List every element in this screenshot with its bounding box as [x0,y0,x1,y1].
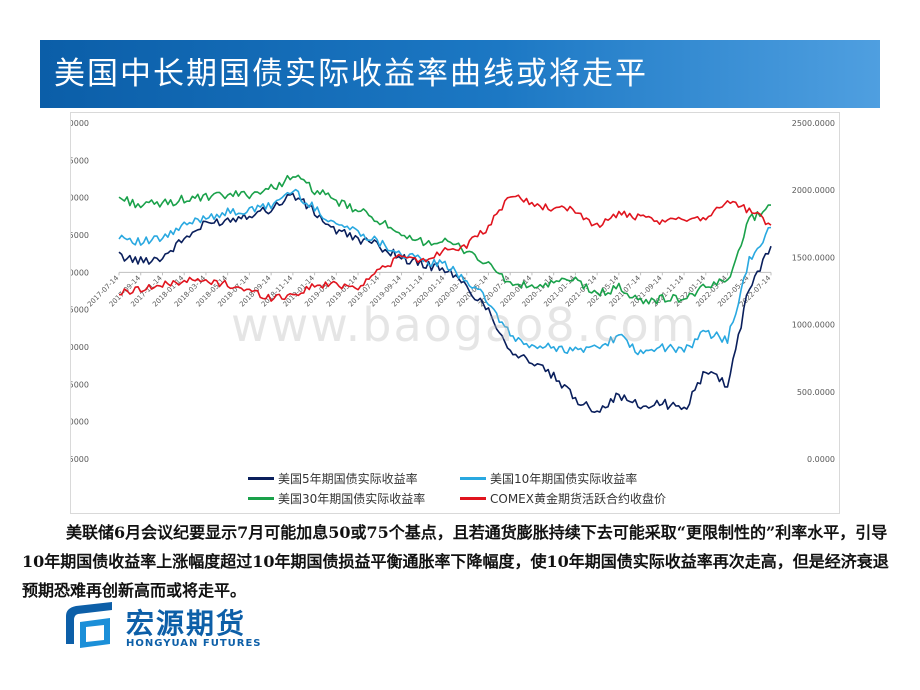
y-tick-label-right: 1500.0000 [792,253,835,262]
legend-label: 美国5年期国债实际收益率 [278,472,418,486]
legend-label: COMEX黄金期货活跃合约收盘价 [490,492,666,506]
y-tick-label-right: 2000.0000 [792,186,835,195]
summary-paragraph: 美联储6月会议纪要显示7月可能加息50或75个基点，且若通货膨胀持续下去可能采取… [22,518,898,605]
watermark: www.baogao8.com [231,298,698,352]
y-tick-label-left: 0.0000 [71,268,89,277]
legend-swatch [248,497,274,500]
legend-swatch [248,477,274,480]
y-tick-label-left: -1.5000 [71,380,89,389]
y-tick-label-right: 1000.0000 [792,321,835,330]
y-tick-label-right: 500.0000 [797,388,835,397]
y-tick-label-left: 1.0000 [71,194,89,203]
legend-item-10y: 美国10年期国债实际收益率 [460,470,637,487]
legend-item-5y: 美国5年期国债实际收益率 [248,470,418,487]
series-line-1 [118,192,772,414]
legend-label: 美国30年期国债实际收益率 [278,492,426,506]
company-logo: 宏源期货 HONGYUAN FUTURES [62,600,262,656]
y-tick-label-left: 0.5000 [71,231,89,240]
line-chart: 2.0000 1.5000 1.0000 0.5000 0.0000 -0.5000 -1.… [71,119,835,464]
legend-swatch [460,477,486,480]
y-tick-label-left: 1.5000 [71,156,89,165]
y-tick-label-right: 2500.0000 [792,119,835,128]
y-tick-label-right: 0.0000 [807,455,835,464]
logo-name-en: HONGYUAN FUTURES [126,638,262,649]
y-tick-label-left: -2.0000 [71,418,89,427]
logo-name-cn: 宏源期货 [126,607,247,640]
y-tick-label-left: -1.0000 [71,343,89,352]
summary-text: 美联储6月会议纪要显示7月可能加息50或75个基点，且若通货膨胀持续下去可能采取… [22,523,889,600]
legend-label: 美国10年期国债实际收益率 [490,472,638,486]
y-tick-label-left: -2.5000 [71,455,89,464]
legend-item-gold: COMEX黄金期货活跃合约收盘价 [460,490,666,507]
legend-swatch [460,497,486,500]
logo-mark-icon [66,602,112,648]
chart-frame: 2.0000 1.5000 1.0000 0.5000 0.0000 -0.5000 -1.… [70,112,840,514]
y-tick-label-left: -0.5000 [71,306,89,315]
series-line-4 [118,194,772,302]
y-tick-label-left: 2.0000 [71,119,89,128]
series-line-2 [118,188,772,356]
legend-item-30y: 美国30年期国债实际收益率 [248,490,425,507]
page-title: 美国中长期国债实际收益率曲线或将走平 [54,56,648,92]
title-banner: 美国中长期国债实际收益率曲线或将走平 [40,40,880,108]
series-line-3 [118,174,771,305]
